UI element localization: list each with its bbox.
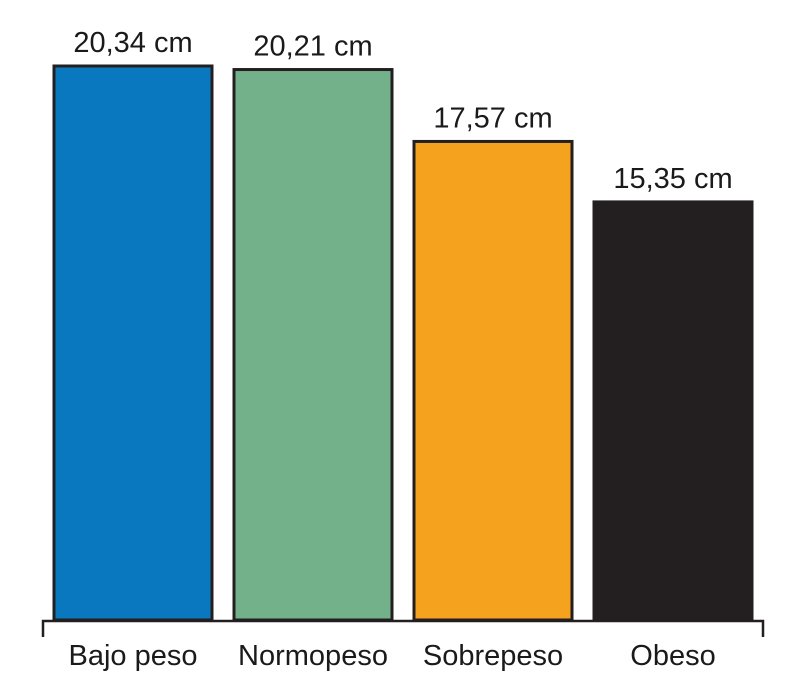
- bar-bajo-peso: [52, 64, 214, 622]
- category-label: Obeso: [630, 640, 715, 672]
- category-label: Bajo peso: [69, 640, 198, 672]
- bar-normopeso: [232, 68, 394, 622]
- bar-value-label: 20,21 cm: [253, 31, 372, 63]
- bar-value-label: 15,35 cm: [613, 163, 732, 195]
- bar-value-label: 17,57 cm: [433, 102, 552, 134]
- bar-sobrepeso: [412, 139, 574, 622]
- labels-layer: 20,34 cm Bajo peso 20,21 cm Normopeso 17,57 …: [69, 27, 733, 672]
- bars-layer: [52, 64, 754, 622]
- x-axis-line: [41, 619, 765, 637]
- bar-value-label: 20,34 cm: [73, 27, 192, 59]
- category-label: Normopeso: [238, 640, 388, 672]
- x-axis: [41, 619, 765, 637]
- bar-obeso: [592, 200, 754, 622]
- category-label: Sobrepeso: [423, 640, 563, 672]
